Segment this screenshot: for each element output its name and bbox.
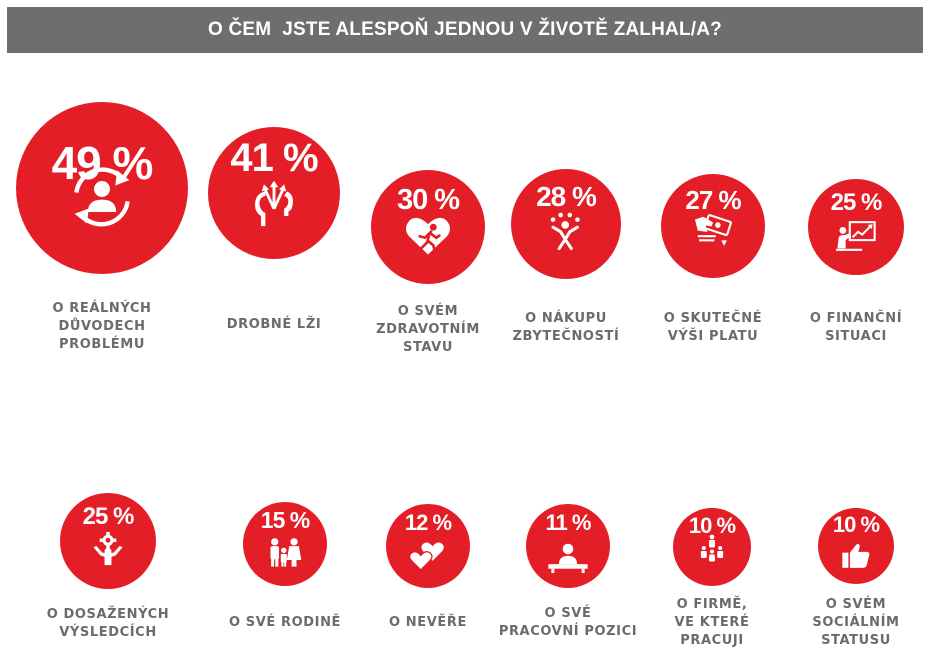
data-bubble: 27 % — [661, 174, 765, 278]
category-label: O SVÉM ZDRAVOTNÍM STAVU — [376, 304, 480, 355]
category-label: O DOSAŽENÝCH VÝSLEDCÍCH — [46, 607, 170, 640]
thumbs-up-icon — [841, 542, 871, 574]
head-thinking-arrows-icon — [251, 180, 297, 233]
data-bubble: 28 % — [511, 169, 621, 279]
data-bubble: 11 % — [526, 504, 610, 588]
value-label: 10 % — [688, 513, 736, 538]
category-label: DROBNÉ LŽI — [226, 317, 322, 332]
data-bubble: 10 % — [673, 508, 751, 586]
data-bubble: 41 % — [208, 127, 340, 259]
hand-money-icon — [692, 214, 734, 256]
gear-person-icon — [91, 532, 126, 572]
value-label: 10 % — [832, 512, 880, 537]
data-bubble: 49 % — [16, 102, 188, 274]
category-label: O SVÉ RODINĚ — [228, 615, 342, 630]
heart-running-man-icon — [404, 215, 451, 261]
data-bubble: 30 % — [371, 170, 485, 284]
arrows-cycle-person-icon — [64, 166, 140, 233]
hearts-icon — [408, 541, 449, 576]
people-group-icon — [699, 534, 725, 567]
value-label: 41 % — [230, 136, 318, 180]
category-label: O SKUTEČNÉ VÝŠI PLATU — [663, 311, 763, 344]
category-label: O FINANČNÍ SITUACI — [809, 311, 903, 344]
value-label: 49 % — [51, 137, 154, 189]
category-label: O NEVĚŘE — [389, 615, 467, 630]
category-label: O REÁLNÝCH DŮVODECH PROBLÉMU — [52, 301, 152, 352]
data-bubble: 15 % — [243, 502, 327, 586]
category-label: O NÁKUPU ZBYTEČNOSTÍ — [512, 311, 620, 344]
category-label: O SVÉ PRACOVNÍ POZICI — [498, 606, 638, 639]
value-label: 25 % — [830, 189, 883, 216]
family-icon — [266, 537, 303, 572]
data-bubble: 10 % — [818, 508, 894, 584]
person-desk-icon — [545, 543, 590, 578]
data-bubble: 25 % — [808, 179, 904, 275]
value-label: 28 % — [536, 181, 597, 212]
category-label: O FIRMĚ, VE KTERÉ PRACUJI — [674, 597, 750, 648]
value-label: 15 % — [260, 507, 310, 533]
presentation-chart-icon — [835, 218, 878, 258]
value-label: 27 % — [685, 185, 741, 215]
value-label: 25 % — [82, 503, 135, 530]
value-label: 12 % — [404, 510, 452, 535]
jumping-person-icon — [545, 212, 586, 257]
category-label: O SVÉM SOCIÁLNÍM STATUSU — [812, 597, 900, 648]
data-bubble: 12 % — [386, 504, 470, 588]
value-label: 11 % — [545, 510, 592, 535]
value-label: 30 % — [396, 184, 460, 216]
chart-title: O ČEM JSTE ALESPOŇ JEDNOU V ŽIVOTĚ ZALHA… — [7, 7, 923, 53]
data-bubble: 25 % — [60, 493, 156, 589]
